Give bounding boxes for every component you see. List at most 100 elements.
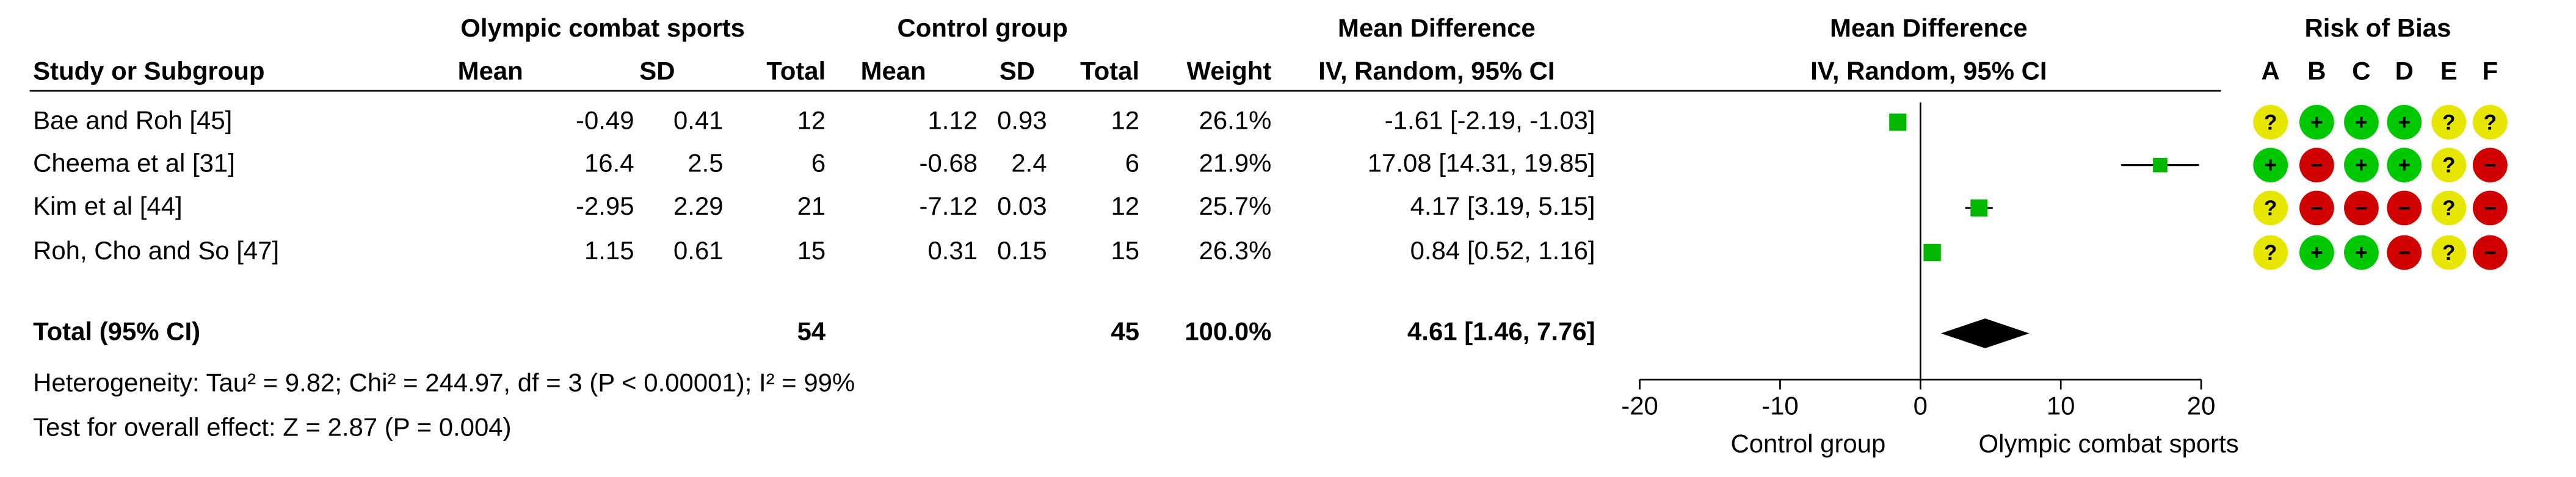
bias-circle [2253,148,2288,183]
table-cell: 0.15 [997,236,1047,265]
bias-circle [2387,190,2422,226]
table-cell: 0.61 [673,236,724,265]
study-name: Kim et al [44] [33,192,183,220]
bias-symbol: ? [2442,154,2455,178]
bias-symbol: − [2355,196,2368,220]
column-header: Weight [1187,56,1272,85]
column-header: Mean [861,56,926,85]
x-label-left: Control group [1730,429,1885,457]
effect-square [1923,243,1941,262]
table-cell: 15 [1111,236,1139,265]
table-cell: -0.68 [920,149,978,178]
column-header: IV, Random, 95% CI [1318,56,1555,85]
bias-circle [2344,190,2379,226]
column-header: Mean [458,56,523,85]
total-cell: 45 [1111,317,1139,346]
bias-circle [2472,104,2508,140]
table-cell: 17.08 [14.31, 19.85] [1368,149,1595,178]
table-cell: 4.17 [3.19, 5.15] [1410,192,1595,220]
bias-symbol: ? [2264,196,2277,220]
column-header: Total [766,56,825,85]
bias-circle [2387,235,2422,270]
table-cell: -1.61 [-2.19, -1.03] [1385,106,1595,134]
x-tick-label: 0 [1914,391,1928,420]
x-tick-label: -20 [1621,391,1658,420]
bias-title: Risk of Bias [2305,13,2451,42]
table-cell: 21 [797,192,826,220]
group-header: Control group [898,13,1068,42]
table-cell: -0.49 [576,106,634,134]
table-cell: 6 [1125,149,1139,178]
bias-circle [2253,190,2288,226]
table-cell: 2.4 [1011,149,1047,178]
summary-diamond [1940,318,2030,348]
table-cell: 16.4 [584,149,634,178]
table-cell: 6 [811,149,825,178]
column-header: SD [1000,56,1035,85]
column-header: Study or Subgroup [33,56,264,85]
effect-square [2153,157,2168,173]
table-cell: 0.31 [927,236,978,265]
bias-symbol: ? [2442,110,2455,134]
total-cell: 54 [797,317,826,346]
chart-subtitle: IV, Random, 95% CI [1810,56,2047,85]
bias-symbol: + [2355,154,2368,178]
bias-symbol: − [2398,241,2411,265]
x-tick-label: -10 [1761,391,1799,420]
bias-symbol: − [2484,241,2497,265]
bias-domain: C [2352,56,2370,85]
bias-circle [2344,148,2379,183]
study-name: Cheema et al [31] [33,149,235,178]
bias-symbol: − [2310,154,2323,178]
bias-symbol: ? [2442,196,2455,220]
bias-symbol: + [2355,110,2368,134]
study-name: Bae and Roh [45] [33,106,232,134]
bias-symbol: + [2398,154,2411,178]
table-cell: 0.03 [997,192,1047,220]
table-cell: 15 [797,236,826,265]
group-header: Mean Difference [1338,13,1536,42]
table-cell: 26.1% [1199,106,1272,134]
table-cell: 25.7% [1199,192,1272,220]
total-cell: 100.0% [1185,317,1271,346]
bias-circle [2387,104,2422,140]
bias-symbol: ? [2484,110,2497,134]
bias-circle [2387,148,2422,183]
effect-square [1970,199,1988,217]
bias-symbol: + [2355,241,2368,265]
bias-domain: E [2440,56,2458,85]
bias-circle [2472,235,2508,270]
bias-circle [2431,235,2467,270]
bias-symbol: + [2264,154,2277,178]
table-cell: 1.15 [584,236,634,265]
bias-domain: A [2262,56,2280,85]
bias-circle [2472,190,2508,226]
bias-domain: B [2307,56,2326,85]
bias-circle [2299,104,2334,140]
overall-effect: Test for overall effect: Z = 2.87 (P = 0… [33,412,511,441]
table-cell: 12 [1111,192,1139,220]
group-header: Olympic combat sports [460,13,745,42]
bias-circle [2344,104,2379,140]
column-header: Total [1080,56,1139,85]
table-cell: 1.12 [927,106,978,134]
chart-title: Mean Difference [1830,13,2028,42]
bias-symbol: + [2398,110,2411,134]
bias-symbol: − [2310,196,2323,220]
bias-circle [2299,148,2334,183]
table-cell: 26.3% [1199,236,1272,265]
column-header: SD [639,56,675,85]
bias-domain: D [2395,56,2414,85]
table-cell: 21.9% [1199,149,1272,178]
effect-square [1889,113,1907,131]
bias-circle [2299,190,2334,226]
table-cell: -7.12 [920,192,978,220]
table-cell: 2.29 [673,192,724,220]
bias-symbol: ? [2264,241,2277,265]
x-tick-label: 10 [2047,391,2075,420]
bias-circle [2253,104,2288,140]
bias-circle [2299,235,2334,270]
bias-symbol: + [2310,241,2323,265]
x-label-right: Olympic combat sports [1979,429,2239,457]
